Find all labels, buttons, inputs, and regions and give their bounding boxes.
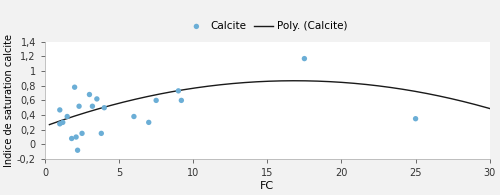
Poly. (Calcite) (366, 83, 372, 86)
Poly. (Calcite) (324, 80, 330, 83)
Poly. (Calcite) (368, 84, 374, 86)
Calcite (86, 93, 94, 96)
X-axis label: FC: FC (260, 181, 274, 191)
Calcite (300, 57, 308, 60)
Poly. (Calcite) (486, 107, 492, 110)
Calcite (93, 97, 101, 100)
Poly. (Calcite) (292, 80, 298, 82)
Calcite (152, 99, 160, 102)
Calcite (412, 117, 420, 120)
Calcite (78, 132, 86, 135)
Calcite (72, 136, 80, 139)
Calcite (63, 115, 71, 118)
Legend: Calcite, Poly. (Calcite): Calcite, Poly. (Calcite) (187, 21, 348, 31)
Calcite (59, 121, 67, 124)
Poly. (Calcite) (221, 83, 227, 86)
Calcite (144, 121, 152, 124)
Calcite (74, 149, 82, 152)
Calcite (88, 105, 96, 108)
Calcite (75, 105, 83, 108)
Poly. (Calcite) (46, 123, 52, 126)
Calcite (174, 89, 182, 92)
Calcite (56, 108, 64, 112)
Y-axis label: Indice de saturation calcite: Indice de saturation calcite (4, 34, 14, 167)
Calcite (100, 106, 108, 109)
Calcite (68, 137, 76, 140)
Poly. (Calcite) (190, 87, 196, 90)
Poly. (Calcite) (100, 106, 105, 109)
Calcite (56, 122, 64, 125)
Line: Poly. (Calcite): Poly. (Calcite) (50, 81, 490, 125)
Calcite (70, 86, 78, 89)
Calcite (130, 115, 138, 118)
Calcite (98, 132, 106, 135)
Calcite (178, 99, 186, 102)
